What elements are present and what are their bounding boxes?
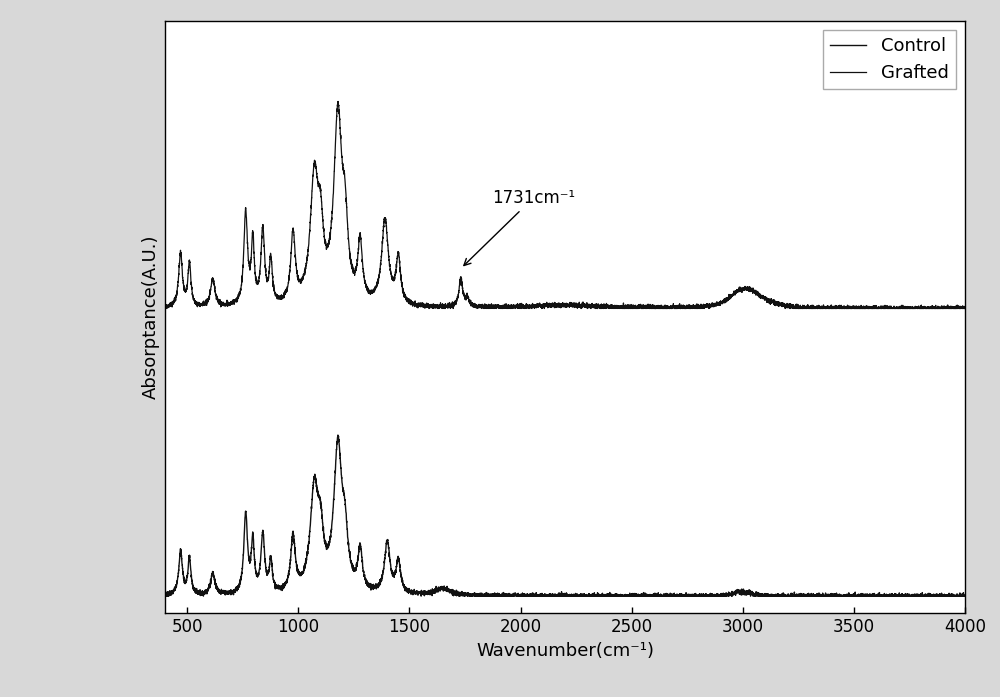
- Grafted: [633, 305, 645, 313]
- X-axis label: Wavenumber(cm⁻¹): Wavenumber(cm⁻¹): [476, 642, 654, 660]
- Control: [199, 587, 211, 595]
- Grafted: [959, 305, 971, 313]
- Control: [332, 431, 344, 439]
- Grafted: [752, 291, 764, 299]
- Control: [160, 592, 172, 600]
- Text: 1731cm⁻¹: 1731cm⁻¹: [464, 189, 575, 266]
- Grafted: [199, 300, 211, 308]
- Control: [633, 592, 645, 600]
- Line: Grafted: Grafted: [165, 102, 965, 309]
- Control: [159, 588, 171, 597]
- Line: Control: Control: [165, 435, 965, 596]
- Control: [667, 592, 679, 600]
- Grafted: [161, 305, 173, 313]
- Control: [959, 591, 971, 599]
- Grafted: [795, 303, 807, 312]
- Control: [449, 588, 461, 597]
- Grafted: [667, 303, 679, 312]
- Grafted: [332, 98, 344, 106]
- Y-axis label: Absorptance(A.U.): Absorptance(A.U.): [141, 235, 159, 399]
- Grafted: [159, 302, 171, 311]
- Legend: Control, Grafted: Control, Grafted: [823, 30, 956, 89]
- Grafted: [449, 297, 461, 305]
- Control: [752, 592, 764, 600]
- Control: [795, 592, 807, 600]
